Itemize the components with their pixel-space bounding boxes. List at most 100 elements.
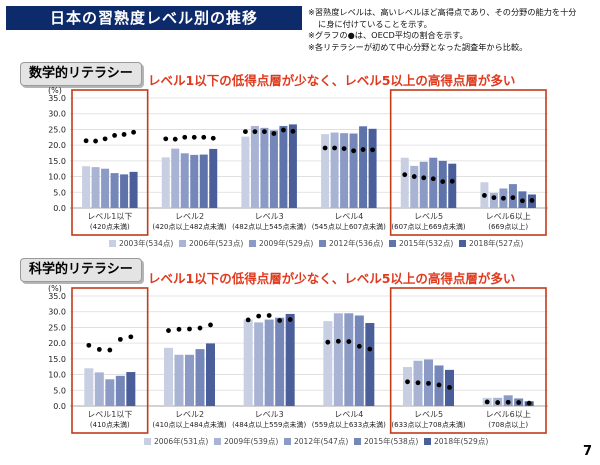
oecd-average-dot	[290, 128, 296, 134]
x-tick-range-label: (669点以上)	[488, 222, 528, 231]
bar	[171, 148, 180, 208]
bar	[185, 354, 194, 406]
oecd-average-dot	[426, 380, 431, 386]
oecd-average-dot	[210, 135, 216, 141]
y-tick-label: 35.0	[48, 94, 66, 103]
bar	[340, 133, 349, 208]
oecd-average-dot	[96, 347, 102, 352]
x-tick-label: レベル5	[414, 410, 443, 419]
bar	[333, 313, 343, 406]
oecd-average-dot	[287, 317, 293, 322]
legend-label: 2009年(539点)	[224, 436, 278, 446]
section-label-math: 数学的リテラシー	[20, 62, 142, 86]
bar	[161, 157, 170, 208]
bar	[174, 354, 184, 406]
oecd-average-dot	[117, 336, 123, 342]
oecd-average-dot	[182, 134, 188, 140]
bar	[84, 368, 94, 406]
bar	[275, 317, 285, 406]
note-line: ※各リテラシーが初めて中心分野となった調査年から比較。	[308, 41, 528, 52]
oecd-average-dot	[520, 198, 525, 204]
oecd-average-dot	[102, 136, 108, 142]
oecd-average-dot	[271, 131, 277, 136]
oecd-average-dot	[262, 129, 267, 135]
y-tick-label: 30.0	[48, 308, 66, 317]
bar	[164, 347, 173, 406]
oecd-average-dot	[191, 134, 197, 140]
oecd-average-dot	[166, 328, 171, 333]
oecd-average-dot	[436, 382, 442, 388]
highlight-box	[389, 89, 547, 236]
bar	[260, 127, 269, 208]
x-tick-label: レベル2	[175, 212, 204, 221]
legend-swatch	[109, 240, 116, 247]
legend-swatch	[459, 240, 466, 247]
x-tick-label: レベル4	[334, 212, 363, 221]
bar	[126, 372, 136, 406]
bar	[206, 343, 215, 406]
legend-swatch	[354, 438, 361, 445]
bar	[120, 174, 129, 208]
legend-label: 2015年(538点)	[364, 436, 418, 446]
legend-swatch	[389, 240, 396, 247]
oecd-average-dot	[495, 400, 501, 405]
bar	[354, 315, 364, 406]
oecd-average-dot	[370, 147, 375, 153]
oecd-average-dot	[335, 338, 341, 344]
oecd-average-dot	[430, 176, 436, 182]
oecd-average-dot	[243, 129, 248, 135]
y-tick-label: 30.0	[48, 110, 66, 119]
bar	[330, 132, 339, 208]
y-tick-label: 25.0	[48, 125, 66, 134]
bar	[321, 134, 330, 208]
legend-swatch	[319, 240, 326, 247]
oecd-average-dot	[252, 129, 258, 135]
oecd-average-dot	[421, 175, 427, 181]
page-title: 日本の習熟度レベル別の推移	[6, 6, 302, 30]
bar	[365, 323, 375, 406]
x-tick-label: レベル4	[334, 410, 363, 419]
bar	[129, 171, 138, 208]
bar	[323, 321, 333, 406]
legend-swatch	[424, 438, 431, 445]
oecd-average-dot	[415, 380, 421, 386]
oecd-average-dot	[367, 346, 373, 352]
legend-swatch	[214, 438, 221, 445]
x-tick-range-label: (420点以上482点未満)	[152, 222, 226, 231]
oecd-average-dot	[277, 318, 283, 323]
x-tick-label: レベル6以上	[486, 212, 531, 221]
bar	[91, 167, 100, 208]
bar	[359, 126, 368, 208]
y-tick-label: 0.0	[53, 204, 66, 213]
legend-swatch	[179, 240, 186, 247]
y-axis-label: (%)	[48, 284, 62, 293]
oecd-average-dot	[501, 195, 506, 201]
bar	[448, 163, 457, 208]
oecd-average-dot	[346, 339, 352, 344]
oecd-average-dot	[281, 127, 286, 133]
legend-label: 2003年(534点)	[119, 238, 173, 248]
bar	[269, 130, 278, 208]
bar	[195, 349, 205, 406]
notes: ※習熟度レベルは、高いレベルほど高得点であり、その分野の能力を十分 に身に付けて…	[308, 7, 596, 53]
bar	[429, 157, 438, 208]
highlight-box	[71, 89, 149, 236]
bar	[285, 313, 295, 406]
oecd-average-dot	[505, 399, 511, 405]
bar	[94, 372, 104, 406]
bar	[199, 154, 208, 208]
bar	[368, 128, 377, 208]
oecd-average-dot	[163, 136, 169, 142]
y-tick-label: 20.0	[48, 141, 66, 150]
science-chart: (%)0.05.010.015.020.025.030.035.0レベル1以下(…	[48, 284, 548, 446]
oecd-average-dot	[208, 322, 213, 328]
oecd-average-dot	[440, 179, 446, 184]
x-tick-range-label: (607点以上669点未満)	[391, 222, 465, 231]
y-tick-label: 20.0	[48, 339, 66, 348]
y-tick-label: 35.0	[48, 292, 66, 301]
x-tick-label: レベル1以下	[87, 212, 132, 221]
bar	[403, 367, 412, 406]
oecd-average-dot	[325, 339, 331, 345]
legend-label: 2012年(536点)	[329, 238, 383, 248]
y-tick-label: 10.0	[48, 173, 66, 182]
